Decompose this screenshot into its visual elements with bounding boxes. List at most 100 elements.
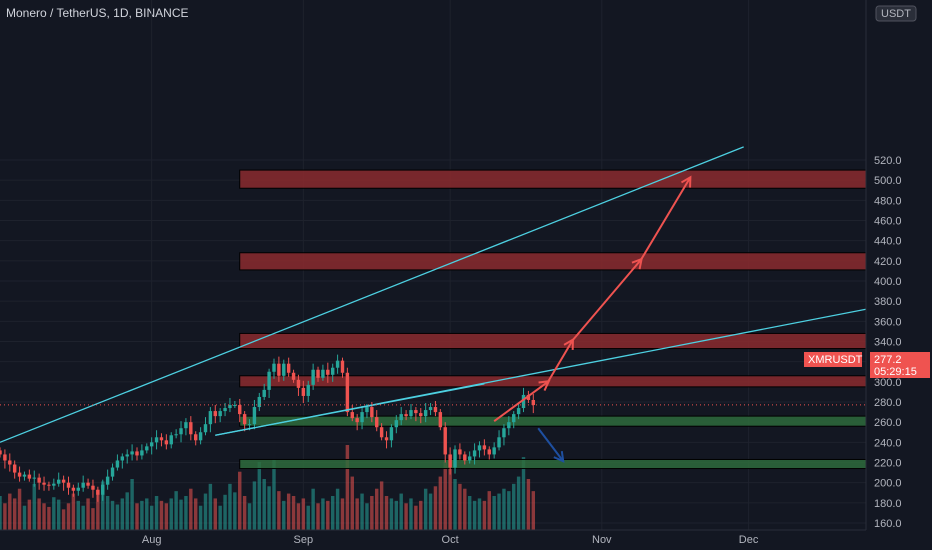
y-tick-label: 420.0 bbox=[874, 256, 902, 268]
candle-body bbox=[22, 474, 27, 477]
candle-body bbox=[61, 479, 66, 483]
candle-body bbox=[419, 413, 423, 417]
candle-body bbox=[120, 456, 125, 461]
volume-bar bbox=[384, 496, 389, 530]
volume-bar bbox=[286, 493, 291, 530]
volume-bar bbox=[350, 476, 354, 530]
volume-bar bbox=[521, 457, 526, 530]
projection-up-arrow bbox=[547, 340, 572, 383]
candle-body bbox=[433, 407, 438, 413]
volume-bar bbox=[282, 500, 286, 530]
volume-bar bbox=[238, 471, 242, 530]
volume-bar bbox=[394, 500, 399, 530]
volume-bar bbox=[433, 486, 438, 530]
resistance-zone bbox=[239, 252, 866, 271]
y-tick-label: 480.0 bbox=[874, 195, 902, 207]
candle-body bbox=[203, 424, 208, 433]
currency-badge[interactable]: USDT bbox=[875, 5, 917, 22]
candle-body bbox=[423, 410, 428, 417]
candle-body bbox=[330, 367, 335, 375]
candle-body bbox=[335, 360, 340, 368]
y-tick-label: 200.0 bbox=[874, 478, 902, 490]
candle-body bbox=[164, 440, 169, 445]
y-tick-label: 340.0 bbox=[874, 337, 902, 349]
volume-bar bbox=[340, 498, 345, 530]
volume-bar bbox=[115, 504, 120, 530]
volume-bar bbox=[296, 503, 301, 530]
volume-bar bbox=[404, 503, 408, 530]
candle-body bbox=[311, 369, 315, 385]
candle-body bbox=[516, 408, 521, 415]
projection-up-arrow bbox=[571, 260, 640, 342]
y-tick-label: 260.0 bbox=[874, 417, 902, 429]
candle-body bbox=[365, 407, 369, 413]
candle-body bbox=[321, 369, 325, 378]
volume-bar bbox=[76, 500, 80, 530]
candle-body bbox=[467, 456, 472, 461]
volume-bar bbox=[86, 498, 90, 530]
candle-body bbox=[52, 483, 56, 486]
volume-bar bbox=[306, 505, 310, 530]
candle-body bbox=[438, 412, 443, 428]
zones bbox=[239, 169, 866, 470]
candle-body bbox=[262, 389, 266, 397]
volume-bar bbox=[512, 483, 516, 530]
candle-body bbox=[238, 405, 242, 415]
candle-body bbox=[350, 412, 354, 419]
projection-up-arrow bbox=[493, 382, 548, 422]
candle-body bbox=[282, 363, 286, 376]
volume-bar bbox=[223, 494, 227, 530]
y-tick-label: 160.0 bbox=[874, 518, 902, 530]
candle-body bbox=[56, 479, 61, 484]
candle-body bbox=[360, 412, 364, 423]
candle-body bbox=[228, 405, 232, 409]
candle-body bbox=[189, 422, 193, 435]
candle-body bbox=[174, 434, 178, 436]
volume-bar bbox=[61, 509, 66, 530]
x-tick-label: Dec bbox=[739, 534, 759, 546]
candle-body bbox=[497, 437, 501, 448]
resistance-zone bbox=[239, 375, 866, 388]
candle-body bbox=[306, 384, 310, 396]
candle-body bbox=[130, 451, 134, 455]
volume-bar bbox=[526, 479, 531, 530]
candle-body bbox=[507, 422, 511, 429]
price-tag-symbol-bg bbox=[804, 352, 862, 367]
candle-body bbox=[110, 467, 115, 477]
volume-bar bbox=[169, 498, 173, 530]
currency-label: USDT bbox=[881, 8, 911, 20]
volume-bar bbox=[66, 503, 71, 530]
volume-bar bbox=[0, 496, 2, 530]
volume-bar bbox=[507, 491, 511, 530]
x-tick-label: Aug bbox=[142, 534, 162, 546]
candle-body bbox=[81, 482, 85, 488]
time-axis: Aug Sep Oct Nov Dec bbox=[0, 529, 866, 546]
x-tick-label: Oct bbox=[442, 534, 459, 546]
volume-bar bbox=[101, 481, 105, 530]
candle-body bbox=[531, 399, 536, 406]
volume-bar bbox=[208, 483, 213, 530]
y-tick-label: 300.0 bbox=[874, 377, 902, 389]
currency-badge-bg bbox=[875, 5, 917, 22]
volume-bar bbox=[154, 496, 159, 530]
volume-bar bbox=[12, 498, 17, 530]
volume-bar bbox=[37, 498, 41, 530]
trendline bbox=[215, 383, 485, 436]
candle-body bbox=[247, 424, 252, 426]
volume-bar bbox=[321, 498, 325, 530]
candle-body bbox=[492, 447, 496, 455]
volume-bar bbox=[423, 488, 428, 530]
volume-bar bbox=[213, 498, 217, 530]
volume-bar bbox=[198, 505, 203, 530]
candle-body bbox=[453, 449, 457, 468]
candle-body bbox=[125, 454, 129, 457]
candle-body bbox=[135, 451, 139, 456]
price-tag-bg bbox=[870, 352, 930, 378]
volume-bar bbox=[458, 483, 462, 530]
candle-body bbox=[47, 484, 51, 486]
volume-bar bbox=[360, 493, 364, 530]
volume-bar bbox=[399, 493, 403, 530]
volume-bar bbox=[179, 499, 183, 530]
candle-body bbox=[379, 427, 384, 438]
